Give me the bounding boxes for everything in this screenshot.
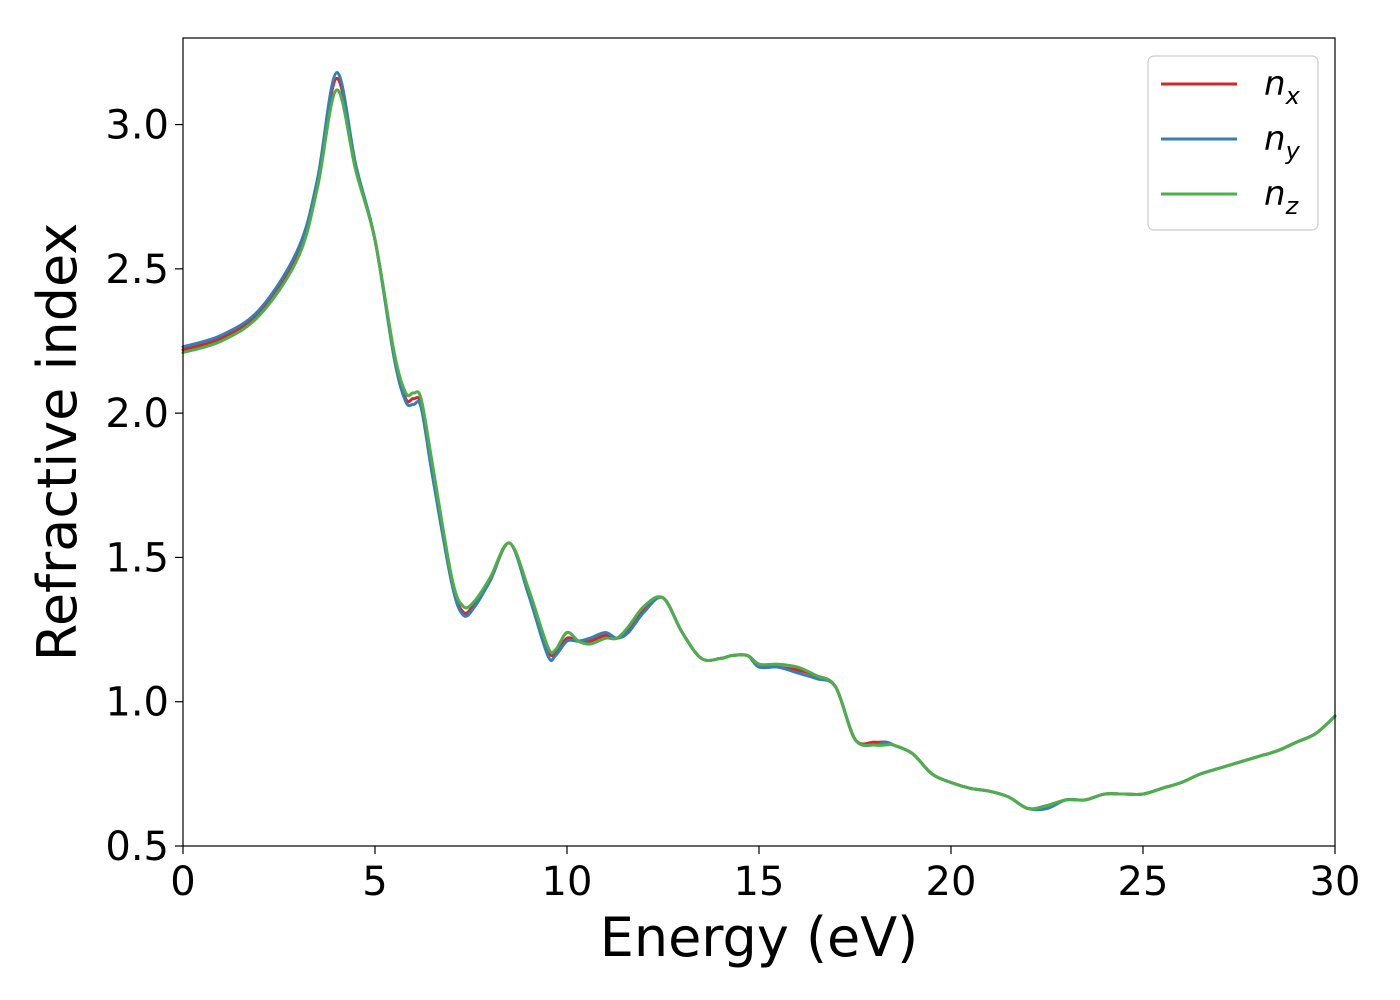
legend-label-nz: nz <box>1264 174 1300 220</box>
x-axis-ticks: 0 5 10 15 20 25 30 <box>170 846 1360 905</box>
x-tick-label: 0 <box>170 859 195 905</box>
legend-box <box>1147 55 1319 231</box>
y-tick-label: 3.0 <box>105 103 169 149</box>
x-tick-label: 15 <box>734 859 785 905</box>
x-axis-label: Energy (eV) <box>600 906 919 969</box>
y-tick-label: 1.5 <box>105 535 169 581</box>
x-tick-label: 20 <box>926 859 977 905</box>
y-tick-label: 2.0 <box>105 391 169 437</box>
series-line-nz <box>181 88 1337 811</box>
x-tick-label: 10 <box>542 859 593 905</box>
y-axis-ticks: 0.5 1.0 1.5 2.0 2.5 3.0 <box>105 103 183 870</box>
y-tick-label: 2.5 <box>105 247 169 293</box>
series-layer <box>181 71 1337 812</box>
y-tick-label: 1.0 <box>105 680 169 726</box>
legend: nx ny nz <box>1147 55 1319 231</box>
legend-label-nx: nx <box>1264 64 1301 110</box>
legend-entries: nx ny nz <box>1161 64 1301 220</box>
x-tick-label: 5 <box>362 859 387 905</box>
y-axis-label: Refractive index <box>26 223 89 662</box>
y-tick-label: 0.5 <box>105 824 169 870</box>
legend-label-ny: ny <box>1264 119 1301 165</box>
x-tick-label: 25 <box>1118 859 1169 905</box>
x-tick-label: 30 <box>1310 859 1361 905</box>
